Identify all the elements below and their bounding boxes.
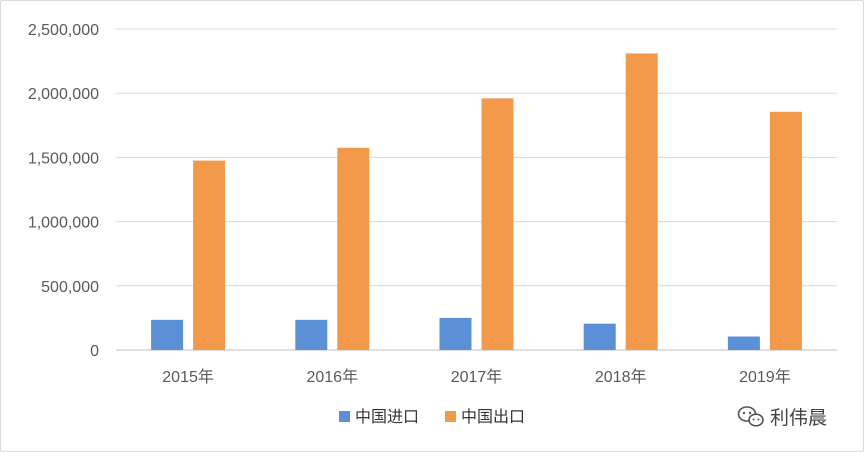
bar-1-2 <box>481 98 514 350</box>
y-tick-label: 1,500,000 <box>28 150 99 167</box>
legend-label-1: 中国出口 <box>461 408 525 426</box>
legend: 中国进口 中国出口 <box>339 408 525 426</box>
bar-0-2 <box>439 317 472 350</box>
gridlines <box>116 28 837 351</box>
bar-0-1 <box>295 319 328 350</box>
watermark: 利伟晨 <box>737 406 827 429</box>
x-tick-label: 2019年 <box>739 368 791 386</box>
x-axis: 2015年 2016年 2017年 2018年 2019年 <box>162 368 790 386</box>
legend-label-0: 中国进口 <box>355 408 419 426</box>
y-tick-label: 2,500,000 <box>28 22 99 39</box>
bar-0-3 <box>583 323 616 350</box>
watermark-text: 利伟晨 <box>770 407 827 429</box>
bar-1-4 <box>769 111 802 351</box>
x-tick-label: 2015年 <box>162 368 214 386</box>
bar-1-1 <box>337 147 370 350</box>
bar-0-0 <box>151 319 184 350</box>
legend-swatch-1 <box>445 411 456 422</box>
x-tick-label: 2018年 <box>595 368 647 386</box>
legend-swatch-0 <box>339 411 350 422</box>
bar-1-0 <box>193 160 226 350</box>
bar-0-4 <box>727 336 760 350</box>
x-tick-label: 2016年 <box>306 368 358 386</box>
y-axis: 0 500,000 1,000,000 1,500,000 2,000,000 2,500… <box>28 22 99 360</box>
y-tick-label: 2,000,000 <box>28 86 99 103</box>
x-tick-label: 2017年 <box>451 368 503 386</box>
y-tick-label: 1,000,000 <box>28 215 99 232</box>
y-tick-label: 0 <box>90 343 99 360</box>
wechat-icon <box>737 406 764 427</box>
bar-1-3 <box>625 53 658 351</box>
bars <box>151 53 802 351</box>
y-tick-label: 500,000 <box>41 279 99 296</box>
